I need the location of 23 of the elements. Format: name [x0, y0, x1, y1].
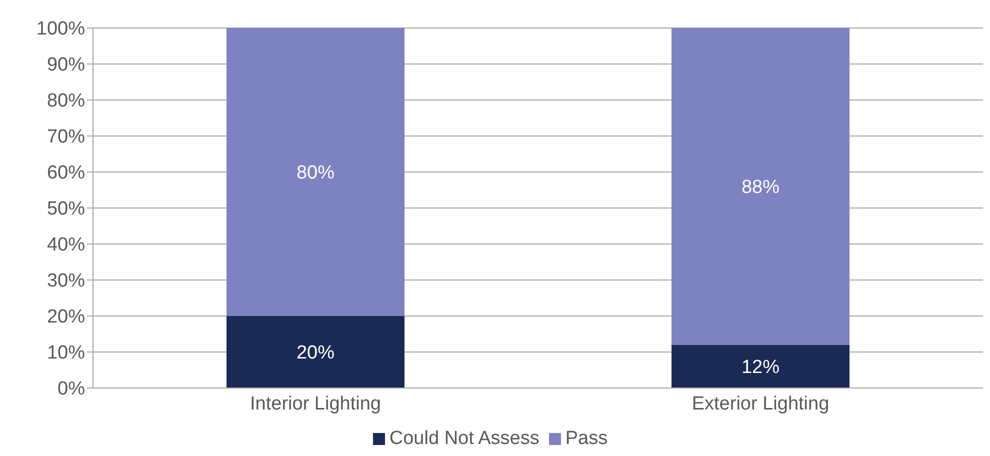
y-tick-label: 20% — [46, 306, 86, 328]
y-tick-label: 50% — [46, 198, 86, 220]
legend-label: Pass — [565, 428, 608, 449]
y-tick-label: 100% — [36, 18, 86, 40]
y-tick-label: 40% — [46, 234, 86, 256]
data-label: 80% — [296, 162, 335, 184]
data-label: 12% — [741, 357, 780, 378]
bar — [672, 28, 850, 345]
y-tick-label: 0% — [58, 378, 86, 400]
bar — [226, 316, 404, 388]
y-tick-label: 30% — [46, 270, 86, 292]
y-tick-label: 10% — [46, 342, 86, 364]
data-label: 88% — [741, 177, 780, 198]
bar — [672, 344, 850, 388]
y-tick-label: 70% — [46, 126, 86, 148]
legend-label: Could Not Assess — [389, 428, 540, 449]
y-tick-label: 90% — [46, 54, 86, 76]
y-tick-label: 80% — [46, 90, 86, 112]
bar — [226, 28, 404, 316]
y-tick-label: 60% — [46, 162, 86, 184]
data-label: 20% — [296, 342, 335, 364]
x-tick-label: Interior Lighting — [250, 393, 381, 414]
x-tick-label: Exterior Lighting — [692, 393, 830, 414]
